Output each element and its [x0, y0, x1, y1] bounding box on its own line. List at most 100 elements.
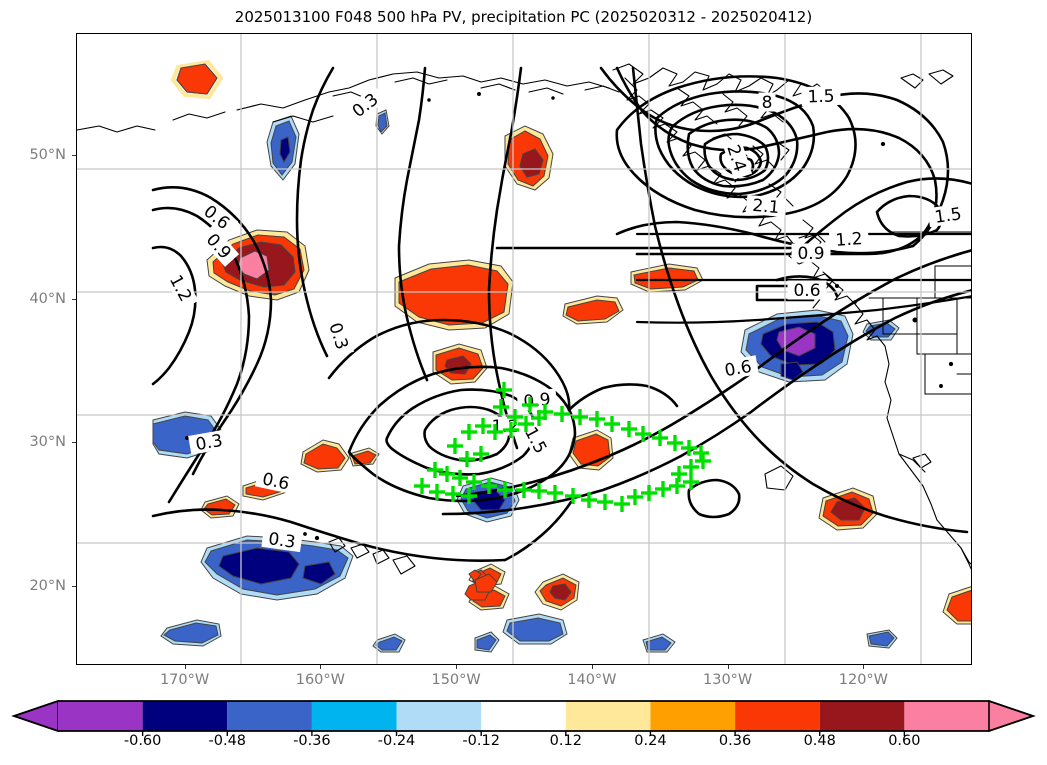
colorbar-segment[interactable]	[735, 701, 820, 731]
svg-text:1.2: 1.2	[835, 229, 863, 251]
precip-marker	[452, 470, 468, 486]
precip-marker	[683, 474, 699, 490]
colorbar-tick-label: -0.12	[462, 733, 500, 749]
colorbar-segment[interactable]	[142, 701, 228, 731]
latitude-tick-mark	[72, 586, 76, 587]
precip-marker	[466, 474, 482, 490]
precip-marker	[522, 397, 538, 413]
precip-marker	[429, 484, 445, 500]
contour-label: 0.6	[787, 280, 827, 301]
precip-marker	[493, 399, 509, 415]
precip-marker	[581, 492, 597, 508]
colorbar-segment[interactable]	[396, 701, 482, 731]
svg-text:1.5: 1.5	[933, 204, 963, 228]
page-title: 2025013100 F048 500 hPa PV, precipitatio…	[234, 8, 813, 26]
colorbar-tick-label: -0.60	[123, 733, 162, 749]
colorbar-segment[interactable]	[565, 701, 651, 731]
contour-label: 0.9	[516, 388, 558, 413]
precip-marker	[655, 481, 671, 497]
contour-label: 0.3	[323, 314, 355, 358]
latitude-tick-label: 20°N	[29, 578, 66, 594]
precip-marker	[683, 459, 699, 475]
map-canvas[interactable]: 0.30.60.91.20.30.30.60.30.91.2 1.50.68 1.5…	[77, 34, 972, 665]
colorbar-tick-label: 0.12	[549, 733, 582, 749]
precip-marker	[627, 489, 643, 505]
precip-marker	[447, 438, 463, 454]
precip-marker	[554, 406, 570, 422]
precip-marker	[547, 485, 563, 501]
precip-marker	[671, 466, 687, 482]
precip-marker	[597, 494, 613, 510]
colorbar-segment[interactable]	[904, 701, 989, 731]
svg-text:2.1: 2.1	[752, 196, 781, 218]
precip-marker	[496, 382, 512, 398]
contour-label: 0.6	[254, 467, 298, 495]
colorbar-segment[interactable]	[819, 701, 905, 731]
precip-marker	[635, 426, 651, 442]
precip-marker	[516, 482, 532, 498]
colorbar-segment[interactable]	[58, 701, 143, 731]
precip-marker	[604, 416, 620, 432]
colorbar-segment[interactable]	[227, 701, 312, 731]
contour-label: 1.5	[927, 202, 969, 228]
precip-marker	[427, 462, 443, 478]
precip-marker	[503, 422, 519, 438]
precip-marker	[461, 488, 477, 504]
longitude-tick-mark	[727, 665, 729, 669]
longitude-tick-mark	[184, 665, 186, 669]
contour-label: 0.3	[261, 527, 303, 553]
precip-verification-markers	[414, 382, 711, 512]
colorbar-tick-label: -0.36	[293, 733, 331, 749]
contour-label: 1.5	[801, 85, 841, 107]
latitude-tick-mark	[72, 298, 76, 300]
svg-text:0.6: 0.6	[793, 281, 820, 301]
longitude-tick-label: 130°W	[702, 672, 753, 688]
precip-marker	[652, 430, 668, 446]
colorbar[interactable]: -0.60 -0.48 -0.36 -0.24 -0.12 0.12 0.24 0.36 0.4…	[0, 697, 1047, 765]
map-gridlines	[77, 34, 971, 664]
contour-label: 8	[758, 92, 776, 113]
colorbar-extend-high	[988, 699, 1036, 733]
colorbar-tick-label: -0.24	[377, 733, 416, 749]
colorbar-tick-label: 0.60	[888, 733, 921, 749]
precip-marker	[667, 435, 683, 451]
colorbar-swatches[interactable]	[0, 697, 1047, 737]
precip-marker	[507, 409, 523, 425]
svg-text:0.9: 0.9	[523, 390, 552, 413]
colorbar-tick-label: 0.24	[634, 733, 667, 749]
longitude-tick-mark	[320, 665, 322, 669]
colorbar-tick-label: 0.36	[718, 733, 752, 749]
precip-marker	[589, 411, 605, 427]
pv-contours	[151, 66, 971, 562]
latitude-tick-mark	[72, 442, 76, 444]
precip-marker	[693, 445, 709, 461]
precip-marker	[518, 416, 534, 432]
longitude-tick-mark	[863, 665, 865, 669]
longitude-tick-label: 160°W	[295, 672, 345, 688]
colorbar-segment[interactable]	[481, 701, 566, 731]
svg-text:0.3: 0.3	[194, 431, 224, 455]
longitude-tick-label: 120°W	[838, 672, 889, 688]
latitude-tick-label: 30°N	[29, 434, 66, 451]
precip-marker	[565, 488, 581, 504]
precip-marker	[445, 486, 461, 502]
precip-marker	[487, 424, 503, 440]
precip-marker	[473, 446, 489, 462]
colorbar-tick-label: -0.48	[208, 733, 247, 749]
contour-label: 0.9	[791, 243, 831, 264]
map-axes[interactable]: 0.3 0.6 0.9 1.2 0.3 0.3 0.6 0.3 0.9 1.2 1.5 0.6 8 1.5…	[76, 33, 972, 665]
precip-marker	[414, 478, 430, 494]
precip-marker	[621, 421, 637, 437]
colorbar-outline	[11, 700, 1036, 732]
colorbar-segment[interactable]	[311, 701, 397, 731]
precip-marker	[641, 485, 657, 501]
latitude-tick-mark	[72, 155, 76, 157]
longitude-tick-label: 140°W	[567, 672, 617, 688]
colorbar-segment[interactable]	[650, 701, 736, 731]
contour-label: 1.2	[163, 266, 199, 310]
colorbar-extend-low	[11, 699, 59, 733]
precip-marker	[531, 483, 547, 499]
contour-label: 0.6	[717, 355, 759, 381]
precip-marker	[497, 482, 513, 498]
